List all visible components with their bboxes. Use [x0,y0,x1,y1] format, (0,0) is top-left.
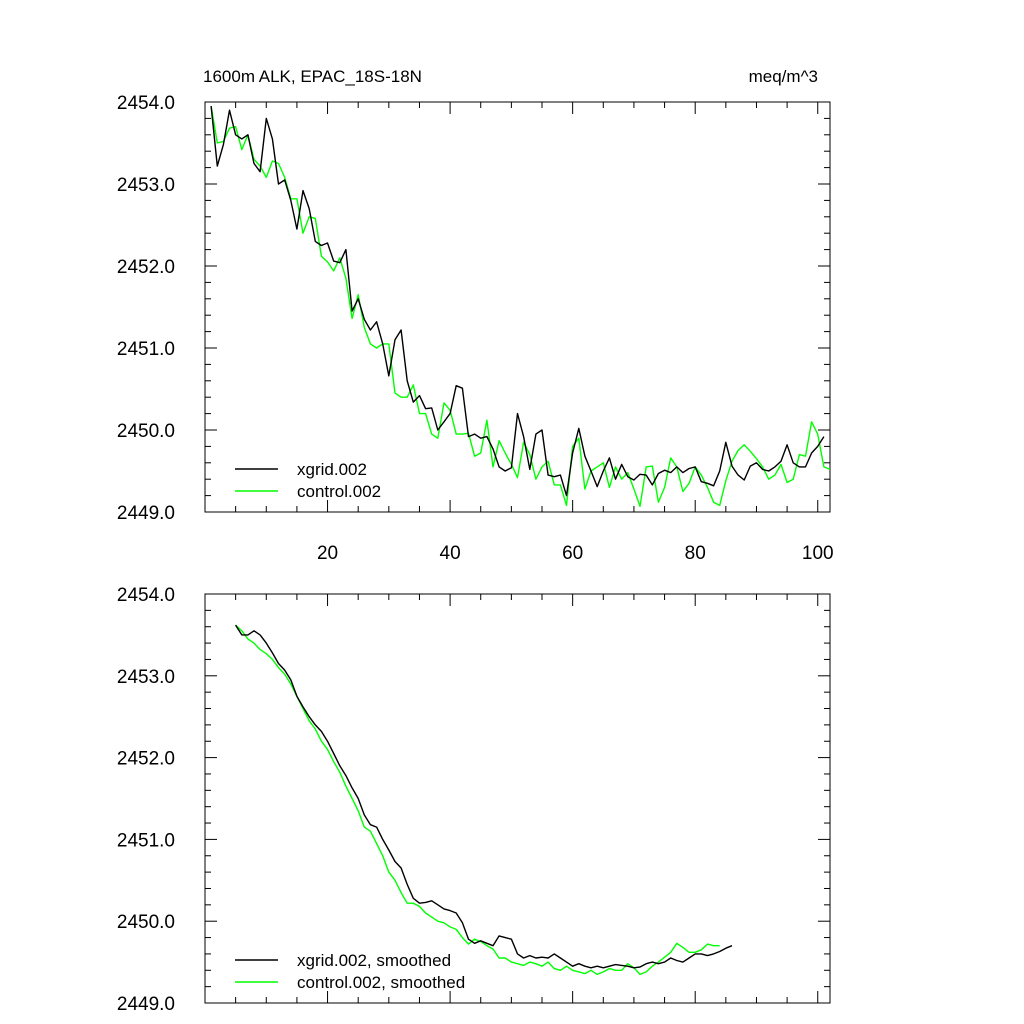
y-tick-label: 2453.0 [117,175,175,196]
plot-frame [204,593,831,1004]
y-tick-label: 2453.0 [117,667,175,688]
plot-frame [204,101,831,513]
series-line-control [210,105,831,507]
y-tick-label: 2449.0 [117,503,175,524]
y-tick-label: 2452.0 [117,749,175,770]
x-tick-label: 40 [440,543,461,564]
y-tick-label: 2454.0 [117,585,175,606]
y-tick-label: 2451.0 [117,830,175,851]
y-tick-label: 2452.0 [117,257,175,278]
series-line-control [235,624,720,976]
units-label: meq/m^3 [749,67,818,86]
x-tick-label: 60 [562,543,583,564]
y-tick-label: 2449.0 [117,994,175,1015]
series-line-xgrid [235,624,733,969]
top-panel: 2449.0 2450.0 2451.0 2452.0 2453.0 2454.0 20 40… [117,93,834,564]
figure-title: 1600m ALK, EPAC_18S-18N [203,67,422,86]
legend-label: xgrid.002 [297,460,367,479]
legend-label: xgrid.002, smoothed [297,951,451,970]
legend-label: control.002 [297,482,381,501]
bottom-panel: 2449.0 2450.0 2451.0 2452.0 2453.0 2454.0 xgri… [117,585,831,1015]
x-tick-label: 20 [317,543,338,564]
y-tick-label: 2451.0 [117,339,175,360]
axis-ticks [205,101,830,513]
axis-ticks [205,593,830,1004]
legend: xgrid.002 control.002 [235,460,381,501]
legend-label: control.002, smoothed [297,973,465,992]
legend: xgrid.002, smoothed control.002, smoothed [235,951,465,992]
series-line-xgrid [210,106,825,497]
y-tick-label: 2450.0 [117,421,175,442]
y-tick-label: 2454.0 [117,93,175,114]
y-tick-label: 2450.0 [117,912,175,933]
x-tick-label: 100 [802,543,834,564]
x-tick-label: 80 [685,543,706,564]
